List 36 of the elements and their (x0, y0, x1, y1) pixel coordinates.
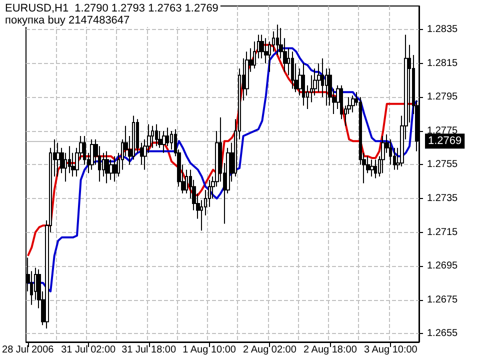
candlestick (113, 156, 117, 182)
ref-line-label: 1.2769 (428, 135, 462, 148)
y-tick-label: 1.2815 (427, 58, 458, 69)
candlestick (276, 24, 279, 56)
y-tick-label: 1.2795 (427, 92, 458, 103)
candlestick (374, 159, 377, 179)
chart-title: EURUSD,H1 1.2790 1.2793 1.2763 1.2769 (5, 2, 218, 14)
candlestick (381, 136, 385, 174)
x-tick-label: 1 Aug 10:00 (182, 344, 236, 356)
candlestick (162, 130, 166, 154)
y-tick-label: 1.2695 (427, 260, 458, 272)
y-tick-label: 1.2655 (427, 328, 458, 340)
x-tick-label: 31 Jul 18:00 (122, 344, 176, 356)
x-tick-label: 28 Jul 2006 (2, 344, 54, 356)
candlestick (317, 62, 321, 93)
y-tick-label: 1.2755 (427, 159, 458, 170)
text: покупка buy 2147483647 (5, 14, 130, 26)
x-tick-label: 2 Aug 02:00 (243, 344, 297, 356)
candlestick (302, 62, 305, 106)
line-series (26, 47, 418, 292)
y-tick-label: 1.2675 (427, 294, 458, 306)
candlestick (370, 159, 374, 178)
candlestick (90, 138, 94, 170)
candlestick (132, 115, 135, 160)
x-tick-label: 2 Aug 18:00 (304, 344, 358, 356)
y-tick-label: 1.2715 (427, 226, 458, 238)
candlestick (56, 142, 60, 178)
x-tick-label: 3 Aug 10:00 (364, 344, 418, 356)
y-tick-label: 1.2835 (427, 24, 458, 36)
x-tick-label: 31 Jul 02:00 (61, 344, 116, 356)
candlestick (105, 150, 109, 184)
candlestick (155, 124, 158, 147)
candlestick (351, 94, 355, 113)
y-tick-label: 1.2735 (427, 192, 458, 204)
candlestick (291, 51, 294, 90)
line-series (26, 44, 418, 257)
